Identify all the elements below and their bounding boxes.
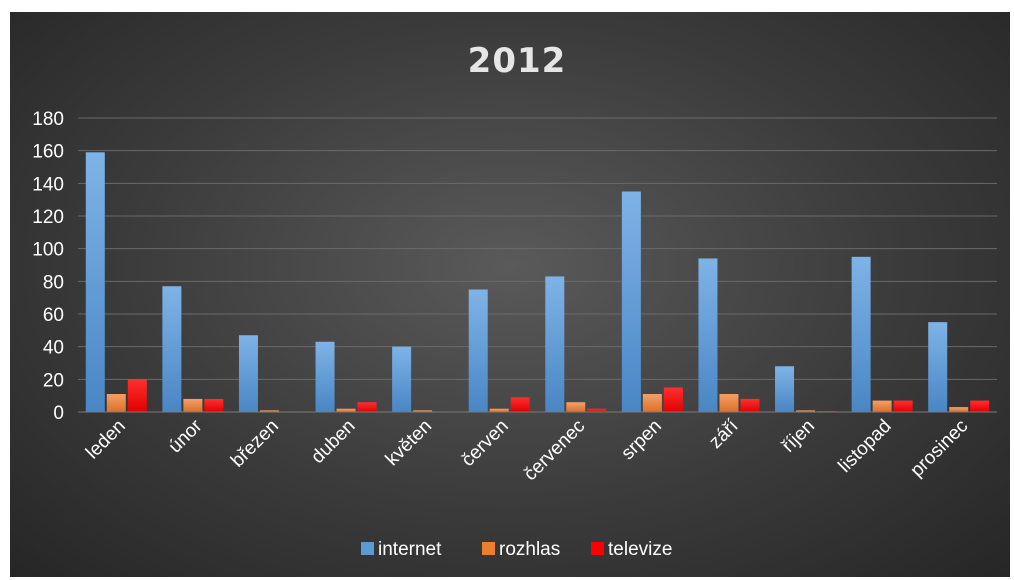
x-tick-label: listopad [834,416,895,477]
y-tick-label: 180 [32,109,64,130]
x-tick-label: říjen [778,416,819,457]
x-tick-label: prosinec [907,416,973,482]
legend: internet rozhlas televize [361,539,672,560]
bar-rozhlas-5 [489,408,509,412]
legend-label-rozhlas: rozhlas [499,539,560,560]
x-tick-label: leden [82,416,130,464]
bar-internet-7 [621,191,641,412]
y-tick-label: 120 [32,207,64,228]
bar-rozhlas-6 [566,402,586,412]
y-axis: 0 20 40 60 80 100 120 140 160 180 [32,109,64,424]
y-tick-label: 80 [43,272,64,293]
bar-rozhlas-2 [259,410,279,412]
bar-rozhlas-10 [872,400,892,412]
bar-televize-11 [970,400,990,412]
bar-televize-3 [357,402,377,412]
legend-label-internet: internet [378,539,442,560]
bar-internet-9 [775,366,795,412]
bar-rozhlas-9 [796,410,816,412]
chart-title: 2012 [468,41,567,81]
y-tick-label: 40 [43,338,64,359]
bar-internet-2 [238,335,258,412]
bar-rozhlas-8 [719,394,739,412]
y-tick-label: 0 [53,403,64,424]
x-tick-label: únor [165,415,207,457]
bars [85,152,990,413]
bar-rozhlas-3 [336,408,356,412]
bar-rozhlas-4 [413,410,433,412]
x-tick-label: červen [458,416,513,471]
x-tick-label: duben [307,416,359,468]
legend-swatch-televize [591,542,604,555]
x-tick-label: červenec [520,416,589,485]
bar-internet-6 [545,276,565,412]
y-tick-label: 140 [32,174,64,195]
bar-internet-10 [851,256,871,412]
bar-internet-4 [392,346,412,412]
x-tick-label: srpen [617,416,665,464]
bar-rozhlas-1 [183,398,203,412]
legend-label-televize: televize [608,539,672,560]
bar-televize-8 [740,398,760,412]
bar-televize-7 [663,387,683,412]
legend-swatch-internet [361,542,374,555]
y-tick-label: 60 [43,305,64,326]
x-tick-label: září [705,415,743,453]
x-axis: leden únor březen duben květen červen červenec… [78,411,997,485]
bar-televize-0 [127,379,147,412]
bar-internet-3 [315,341,335,412]
x-tick-label: květen [382,416,436,470]
y-tick-label: 20 [43,370,64,391]
bar-rozhlas-7 [642,394,662,412]
y-tick-label: 160 [32,142,64,163]
bar-internet-11 [928,322,948,412]
bar-internet-8 [698,258,718,412]
y-tick-label: 100 [32,240,64,261]
bar-internet-5 [468,289,488,412]
bar-televize-1 [204,398,224,412]
bar-internet-1 [162,286,182,412]
x-tick-label: březen [227,416,283,472]
legend-swatch-rozhlas [482,542,495,555]
gridlines [78,117,997,413]
bar-rozhlas-11 [949,407,969,412]
bar-internet-0 [85,152,105,413]
bar-televize-10 [893,400,913,412]
bar-televize-6 [587,408,607,412]
bar-rozhlas-0 [106,394,126,412]
bar-televize-5 [510,397,530,412]
